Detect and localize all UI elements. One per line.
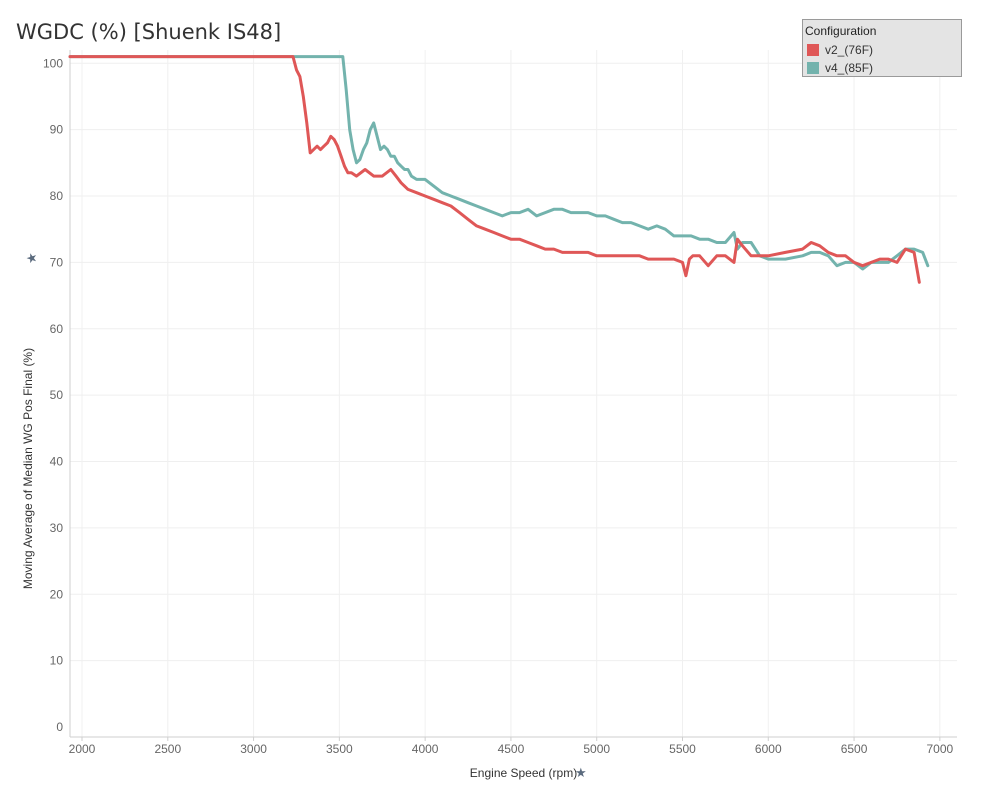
series-line-v2-76f- <box>68 55 921 284</box>
x-tick-label-5000: 5000 <box>583 742 610 756</box>
x-tick-label-6000: 6000 <box>755 742 782 756</box>
y-tick-label-100: 100 <box>43 56 63 70</box>
y-tick-label-20: 20 <box>50 587 64 601</box>
y-tick-label-40: 40 <box>50 455 64 469</box>
x-tick-label-7000: 7000 <box>926 742 953 756</box>
x-tick-label-4500: 4500 <box>498 742 525 756</box>
series-layer <box>68 55 930 284</box>
y-tick-label-50: 50 <box>50 388 64 402</box>
chart-title: WGDC (%) [Shuenk IS48] <box>16 20 282 44</box>
y-tick-label-70: 70 <box>50 255 64 269</box>
x-tick-label-3500: 3500 <box>326 742 353 756</box>
legend-swatch-v4 <box>807 62 819 74</box>
legend-item-v2[interactable]: v2_(76F) <box>807 43 873 57</box>
x-tick-label-2000: 2000 <box>69 742 96 756</box>
pin-icon[interactable]: ★ <box>575 765 587 780</box>
legend-label-v2: v2_(76F) <box>825 43 874 57</box>
legend-item-v4[interactable]: v4_(85F) <box>807 61 873 75</box>
y-tick-label-80: 80 <box>50 189 64 203</box>
x-tick-label-6500: 6500 <box>841 742 868 756</box>
legend-swatch-v2 <box>807 44 819 56</box>
axis-labels: 0 10 20 30 40 50 60 70 80 90 100 2000 2500 3000 3500 40… <box>21 56 954 780</box>
x-tick-label-2500: 2500 <box>154 742 181 756</box>
y-tick-label-0: 0 <box>56 720 63 734</box>
y-axis-title: Moving Average of Median WG Pos Final (%… <box>21 348 35 589</box>
y-tick-label-10: 10 <box>50 654 64 668</box>
x-tick-label-5500: 5500 <box>669 742 696 756</box>
x-axis-title: Engine Speed (rpm) <box>470 766 577 780</box>
x-tick-label-3000: 3000 <box>240 742 267 756</box>
pin-icon[interactable]: ★ <box>24 252 39 264</box>
y-tick-label-30: 30 <box>50 521 64 535</box>
legend-title: Configuration <box>805 24 877 38</box>
axes <box>69 50 957 741</box>
y-tick-label-60: 60 <box>50 322 64 336</box>
y-tick-label-90: 90 <box>50 123 64 137</box>
series-line-v4-85f- <box>68 55 930 271</box>
legend[interactable]: Configuration v2_(76F) v4_(85F) <box>802 19 962 77</box>
gridlines <box>70 50 957 737</box>
x-tick-label-4000: 4000 <box>412 742 439 756</box>
legend-label-v4: v4_(85F) <box>825 61 874 75</box>
